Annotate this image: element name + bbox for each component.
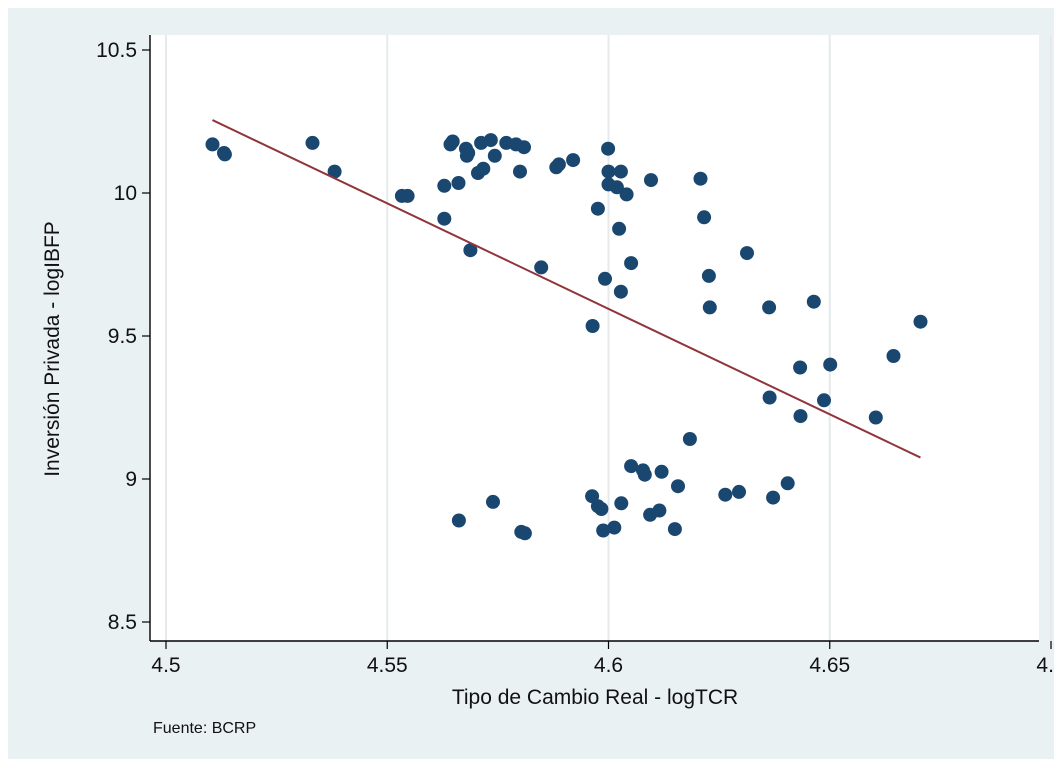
data-point	[793, 409, 808, 424]
y-tick-label: 9	[125, 468, 137, 491]
x-tick-label: 4.55	[367, 654, 408, 677]
plot-area	[150, 35, 1039, 641]
y-tick-label: 10	[114, 182, 137, 205]
data-points	[205, 133, 928, 541]
data-point	[327, 164, 342, 179]
y-axis-title: Inversión Privada - logIBFP	[41, 221, 64, 477]
figure-background: 4.5 4.55 4.6 4.65 4.7 8.5 9 9.5 10 10.5 Tipo de C…	[8, 8, 1054, 759]
data-point	[217, 147, 232, 162]
data-point	[483, 133, 498, 148]
data-point	[718, 487, 733, 502]
data-point	[486, 494, 500, 509]
axes	[149, 35, 1039, 642]
data-point	[762, 390, 777, 405]
data-point	[305, 135, 320, 150]
data-point	[612, 221, 627, 236]
fit-line-layer	[212, 119, 921, 459]
data-point	[585, 319, 600, 333]
x-tick-label: 4.6	[594, 654, 623, 677]
data-point	[697, 210, 712, 225]
data-point	[652, 503, 667, 518]
data-point	[702, 300, 717, 315]
data-point	[613, 164, 628, 179]
y-tick-label: 9.5	[108, 325, 137, 348]
x-axis-title: Tipo de Cambio Real - logTCR	[452, 686, 738, 709]
data-point	[534, 260, 549, 275]
data-point	[451, 513, 466, 528]
data-point	[463, 243, 478, 258]
y-tick-label: 10.5	[96, 39, 137, 62]
data-point	[451, 176, 466, 190]
data-point	[644, 173, 658, 188]
data-point	[780, 476, 795, 491]
data-point	[598, 271, 612, 286]
data-point	[614, 496, 629, 511]
data-point	[693, 171, 708, 186]
data-point	[445, 134, 460, 149]
data-point	[461, 146, 476, 160]
data-point	[601, 141, 616, 156]
data-point	[762, 300, 777, 315]
data-point	[437, 178, 452, 193]
fit-line	[212, 119, 921, 459]
data-point	[817, 393, 831, 408]
data-point	[823, 357, 838, 372]
data-point	[868, 410, 883, 425]
data-point	[205, 137, 220, 152]
data-point	[740, 246, 754, 261]
data-point	[619, 187, 634, 202]
data-point	[601, 164, 616, 179]
data-point	[613, 284, 628, 299]
data-point	[596, 523, 611, 538]
data-point	[624, 459, 639, 474]
grid-lines	[165, 35, 1052, 641]
data-point	[806, 294, 821, 309]
y-tick-label: 8.5	[108, 611, 137, 634]
data-point	[682, 432, 697, 446]
data-point	[667, 522, 682, 537]
data-point	[607, 520, 622, 535]
data-point	[594, 502, 609, 516]
x-tick-label: 4.7	[1036, 654, 1054, 677]
data-point	[551, 157, 566, 172]
data-point	[400, 188, 415, 203]
source-note: Fuente: BCRP	[153, 720, 257, 737]
data-point	[437, 211, 452, 226]
x-tick-label: 4.65	[809, 654, 850, 677]
data-point	[487, 148, 502, 163]
tick-marks-and-labels: 4.5 4.55 4.6 4.65 4.7 8.5 9 9.5 10 10.5	[96, 39, 1054, 677]
data-point	[886, 349, 901, 363]
data-point	[732, 484, 746, 499]
data-point	[590, 201, 605, 216]
data-point	[624, 256, 639, 271]
data-point	[637, 467, 652, 482]
data-point	[566, 153, 581, 168]
data-point	[654, 464, 669, 479]
data-point	[476, 161, 491, 176]
data-point	[609, 180, 624, 195]
data-point	[913, 314, 928, 329]
scatter-chart: 4.5 4.55 4.6 4.65 4.7 8.5 9 9.5 10 10.5 Tipo de C…	[41, 35, 1054, 709]
data-point	[671, 479, 685, 494]
data-point	[701, 268, 716, 283]
x-tick-label: 4.5	[151, 654, 180, 677]
data-point	[793, 360, 808, 375]
data-point	[766, 490, 781, 505]
data-point	[517, 526, 532, 541]
data-point	[513, 164, 527, 179]
data-point	[517, 140, 531, 155]
